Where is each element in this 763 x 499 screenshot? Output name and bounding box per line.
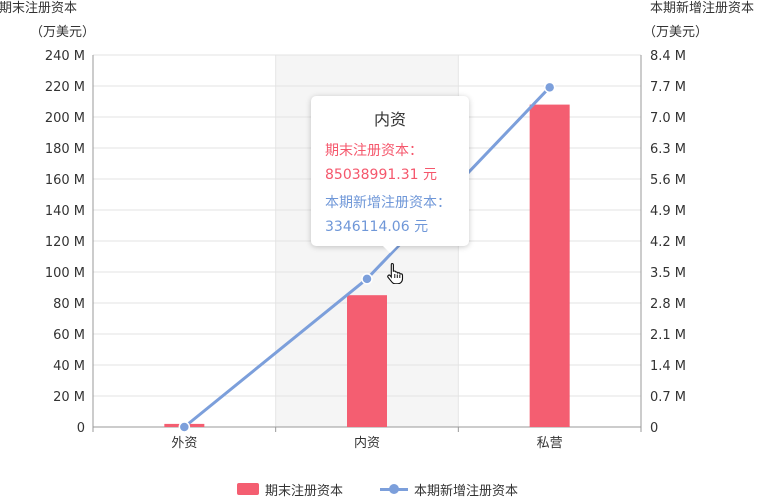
legend-bar-swatch [237,483,259,495]
left-tick-label: 140 M [45,204,85,219]
legend-line-swatch [380,483,408,495]
left-tick-label: 180 M [45,142,85,157]
right-tick-label: 7.0 M [650,111,686,126]
legend-line-label: 本期新增注册资本 [414,483,519,499]
right-tick-label: 5.6 M [650,173,686,188]
right-tick-label: 7.7 M [650,80,686,95]
left-tick-label: 160 M [45,173,85,188]
left-tick-label: 0 [77,421,85,436]
line-point [543,81,556,94]
tooltip-line-value: 3346114.06 元 [325,219,429,235]
legend-bar-label: 期末注册资本 [265,483,344,499]
legend-item-bar[interactable]: 期末注册资本 [237,481,344,499]
right-tick-label: 4.2 M [650,235,686,250]
left-tick-label: 100 M [45,266,85,281]
chart-legend: 期末注册资本 本期新增注册资本 [0,481,763,499]
right-tick-label: 4.9 M [650,204,686,219]
left-tick-label: 80 M [53,297,85,312]
tooltip-line-label: 本期新增注册资本： [325,195,451,211]
bar [529,104,570,427]
left-axis-title: 期末注册资本 [0,1,77,16]
tooltip-bar-value: 85038991.31 元 [325,167,437,183]
right-tick-label: 3.5 M [650,266,686,281]
right-tick-label: 8.4 M [650,49,686,64]
left-tick-label: 60 M [53,328,85,343]
left-tick-label: 200 M [45,111,85,126]
line-point [361,273,373,285]
tooltip-bar-label: 期末注册资本： [325,143,423,159]
left-tick-label: 20 M [53,390,85,405]
right-tick-label: 1.4 M [650,359,686,374]
right-tick-label: 0 [650,421,658,436]
category-label: 私营 [537,436,563,451]
bar [347,295,387,427]
right-axis-unit: （万美元） [643,25,708,40]
right-axis-title: 本期新增注册资本 [650,0,754,16]
line-point [178,421,191,433]
right-tick-label: 2.1 M [650,328,686,343]
left-tick-label: 240 M [45,49,85,64]
category-label: 外资 [171,436,197,451]
right-tick-label: 0.7 M [650,390,686,405]
chart-tooltip: 内资 期末注册资本： 85038991.31 元 本期新增注册资本： 33461… [311,96,469,253]
left-tick-label: 40 M [53,359,85,374]
left-tick-label: 120 M [45,235,85,250]
legend-item-line[interactable]: 本期新增注册资本 [380,481,519,499]
right-tick-label: 6.3 M [650,142,686,157]
category-label: 内资 [354,435,380,451]
hand-pointer-icon [386,262,404,288]
tooltip-arrow [383,246,397,253]
tooltip-title: 内资 [373,110,406,129]
left-axis-unit: （万美元） [30,25,95,40]
right-tick-label: 2.8 M [650,297,686,312]
left-tick-label: 220 M [45,80,85,95]
